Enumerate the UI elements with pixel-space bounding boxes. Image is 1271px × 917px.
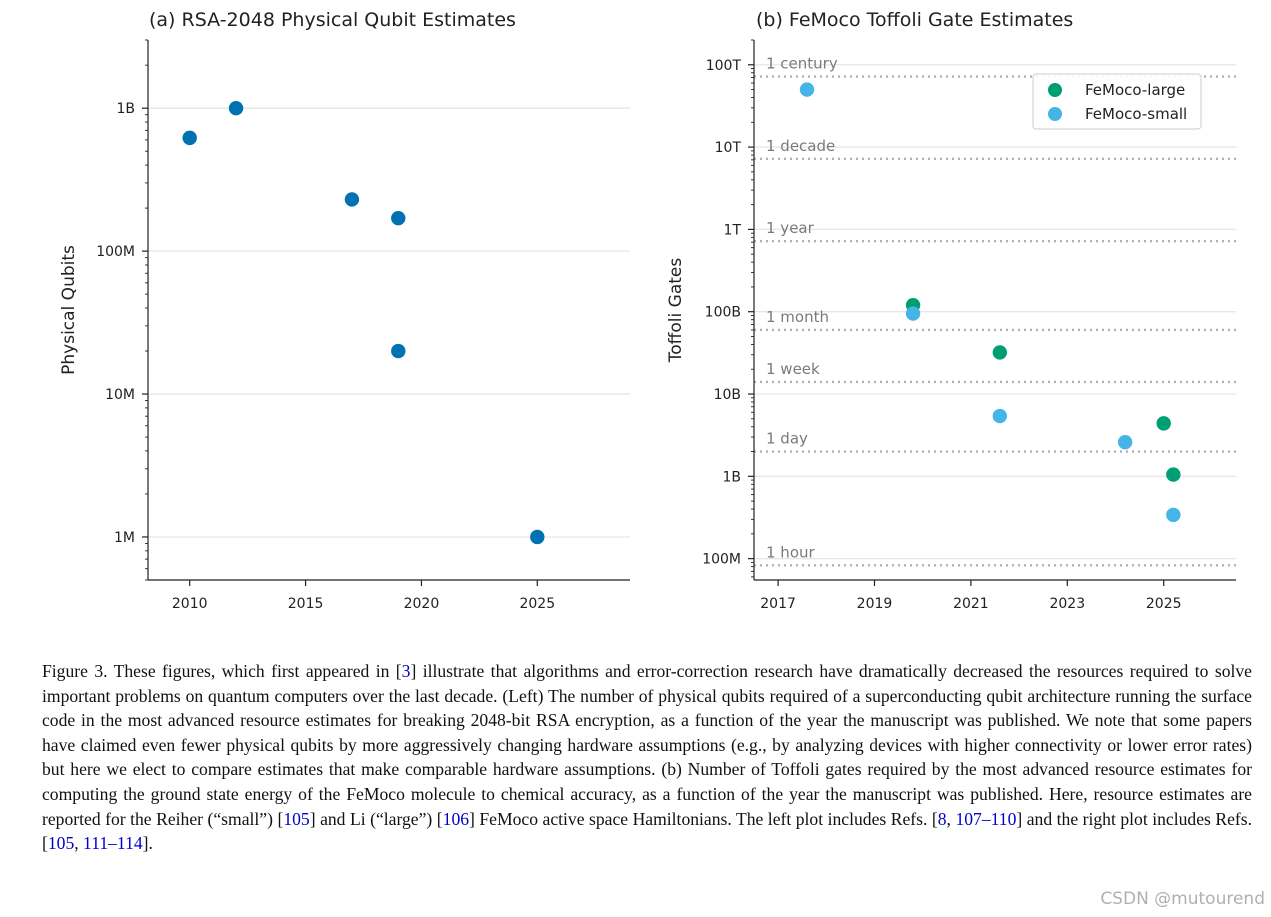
citation-link[interactable]: 3 (401, 661, 411, 681)
y-tick-label: 10B (714, 387, 741, 403)
y-tick-label: 100T (706, 58, 742, 74)
y-tick-label: 100M (96, 244, 135, 260)
point-femoco-small (1117, 434, 1133, 450)
point-qubit-estimate (182, 130, 197, 146)
caption-text: , (946, 808, 956, 829)
reference-line-label: 1 month (766, 308, 829, 326)
citation-link[interactable]: 8 (937, 808, 947, 829)
legend-label-femoco-small: FeMoco-small (1085, 105, 1187, 123)
point-femoco-large (1156, 416, 1171, 431)
point-femoco-small (992, 408, 1008, 424)
y-tick-label: 1B (722, 469, 741, 485)
citation-link[interactable]: 107–110 (955, 808, 1017, 829)
point-femoco-small (799, 82, 815, 97)
legend-swatch-femoco-large (1048, 83, 1062, 97)
x-tick-label: 2015 (288, 596, 324, 612)
reference-line-label: 1 week (766, 360, 820, 378)
caption-text: ] and Li (“large”) [ (309, 808, 443, 829)
reference-line-label: 1 year (766, 219, 815, 237)
point-qubit-estimate (344, 192, 360, 207)
reference-line-label: 1 hour (766, 543, 816, 561)
legend-swatch-femoco-small (1048, 107, 1062, 121)
y-tick-label: 1T (724, 222, 742, 238)
x-tick-label: 2019 (857, 596, 893, 612)
point-qubit-estimate (530, 529, 545, 545)
caption-text: Figure 3. These figures, which first app… (42, 661, 402, 681)
y-tick-label: 1M (114, 530, 135, 546)
point-qubit-estimate (228, 100, 244, 116)
citation-link[interactable]: 106 (442, 808, 470, 829)
caption-text: ] FeMoco active space Hamiltonians. The … (469, 808, 938, 829)
y-tick-label: 1B (116, 101, 135, 117)
panel-qubits: (a) RSA-2048 Physical Qubit Estimates 1M… (59, 9, 630, 612)
reference-line-label: 1 decade (766, 137, 835, 155)
chart-b-reference-lines: 1 century 1 decade 1 year 1 month 1 week 1 da… (754, 55, 1236, 567)
chart-b-gridlines (754, 64, 1236, 560)
citation-link[interactable]: 105 (47, 833, 75, 854)
reference-line-label: 1 day (766, 430, 808, 448)
x-tick-label: 2025 (1146, 596, 1182, 612)
caption-text: ] illustrate that algorithms and error-c… (42, 661, 1252, 829)
figure: (a) RSA-2048 Physical Qubit Estimates 1M… (59, 9, 1236, 612)
chart-b-legend: FeMoco-large FeMoco-small (1032, 73, 1202, 130)
chart-a-gridlines (148, 107, 630, 538)
reference-line-label: 1 century (766, 55, 838, 73)
panel-toffoli: (b) FeMoco Toffoli Gate Estimates 1 cent… (666, 9, 1236, 612)
chart-b-points (799, 82, 1181, 523)
x-tick-label: 2017 (760, 596, 796, 612)
chart-b-title: (b) FeMoco Toffoli Gate Estimates (756, 9, 1073, 31)
x-tick-label: 2023 (1049, 596, 1085, 612)
point-qubit-estimate (391, 343, 406, 359)
x-tick-label: 2021 (953, 596, 989, 612)
watermark: CSDN @mutourend (1100, 889, 1265, 909)
chart-a-points (182, 100, 545, 545)
chart-b-y-ticks: 100M 1B 10B 100B 1T 10T 100T (702, 39, 754, 578)
caption-text: ] and the right plot includes Refs. [ (42, 808, 1253, 854)
chart-a-y-ticks: 1M 10M 100M 1B (96, 39, 148, 581)
point-femoco-large (992, 345, 1008, 360)
y-tick-label: 100B (705, 305, 741, 321)
point-femoco-small (1166, 507, 1181, 523)
point-femoco-small (905, 306, 921, 321)
citation-link[interactable]: 111–114 (83, 833, 143, 854)
x-tick-label: 2020 (404, 596, 440, 612)
x-tick-label: 2025 (519, 596, 555, 612)
caption-text: , (74, 833, 84, 854)
legend-box (1032, 73, 1202, 130)
figure-caption: Figure 3. These figures, which first app… (42, 659, 1252, 856)
chart-a-title: (a) RSA-2048 Physical Qubit Estimates (149, 9, 516, 31)
citation-link[interactable]: 105 (283, 808, 310, 829)
x-tick-label: 2010 (172, 596, 208, 612)
caption-text: ]. (142, 833, 153, 854)
chart-b-x-ticks: 2017 2019 2021 2023 2025 (760, 580, 1182, 612)
y-tick-label: 10T (715, 140, 742, 156)
point-femoco-large (1166, 467, 1181, 482)
y-tick-label: 100M (702, 552, 741, 568)
point-qubit-estimate (391, 210, 406, 226)
legend-label-femoco-large: FeMoco-large (1085, 81, 1185, 99)
chart-a-ylabel: Physical Qubits (59, 245, 79, 375)
y-tick-label: 10M (105, 387, 135, 403)
chart-b-ylabel: Toffoli Gates (666, 258, 686, 364)
chart-a-x-ticks: 2010 2015 2020 2025 (172, 580, 555, 612)
